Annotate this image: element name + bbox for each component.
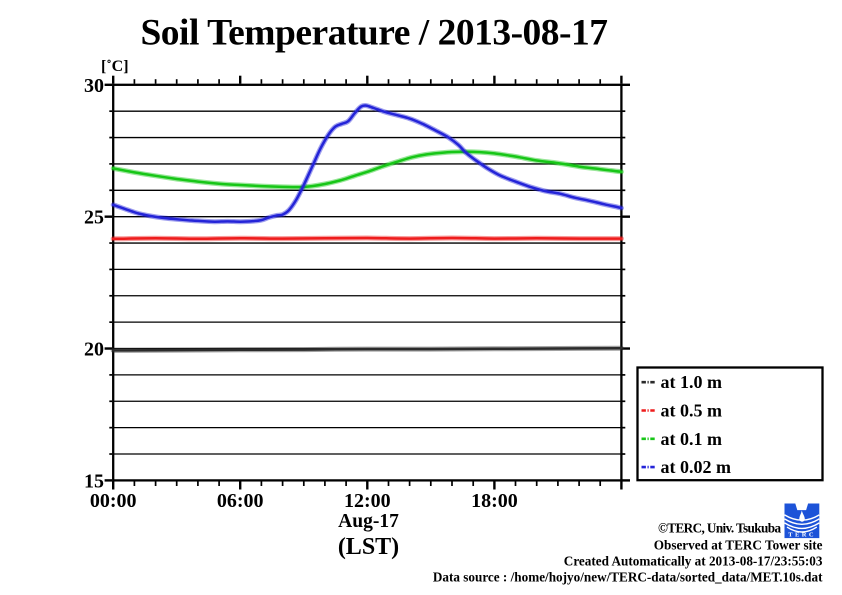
svg-text:30: 30 [84, 75, 104, 97]
svg-text:Aug-17: Aug-17 [338, 511, 399, 532]
svg-text:18:00: 18:00 [471, 490, 518, 512]
svg-text:12:00: 12:00 [344, 490, 391, 512]
svg-text:20: 20 [84, 339, 104, 361]
svg-text:©TERC, Univ. Tsukuba: ©TERC, Univ. Tsukuba [658, 521, 781, 536]
svg-text:Data source : /home/hojyo/new/: Data source : /home/hojyo/new/TERC-data/… [433, 569, 823, 584]
svg-text:15: 15 [84, 470, 104, 492]
svg-text:Observed at TERC Tower site: Observed at TERC Tower site [654, 538, 823, 553]
svg-text:at 0.02 m: at 0.02 m [661, 457, 732, 477]
svg-text:00:00: 00:00 [90, 490, 137, 512]
svg-text:(LST): (LST) [338, 534, 399, 560]
svg-text:06:00: 06:00 [217, 490, 264, 512]
svg-text:at 0.1 m: at 0.1 m [661, 429, 723, 449]
svg-text:25: 25 [84, 207, 104, 229]
svg-text:[˚C]: [˚C] [101, 58, 129, 75]
svg-text:Created Automatically at 2013-: Created Automatically at 2013-08-17/23:5… [564, 553, 823, 568]
svg-text:at 1.0 m: at 1.0 m [661, 372, 723, 392]
svg-text:at 0.5 m: at 0.5 m [661, 401, 723, 421]
svg-text:TERC: TERC [788, 532, 816, 539]
svg-text:Soil Temperature / 2013-08-17: Soil Temperature / 2013-08-17 [140, 13, 607, 54]
